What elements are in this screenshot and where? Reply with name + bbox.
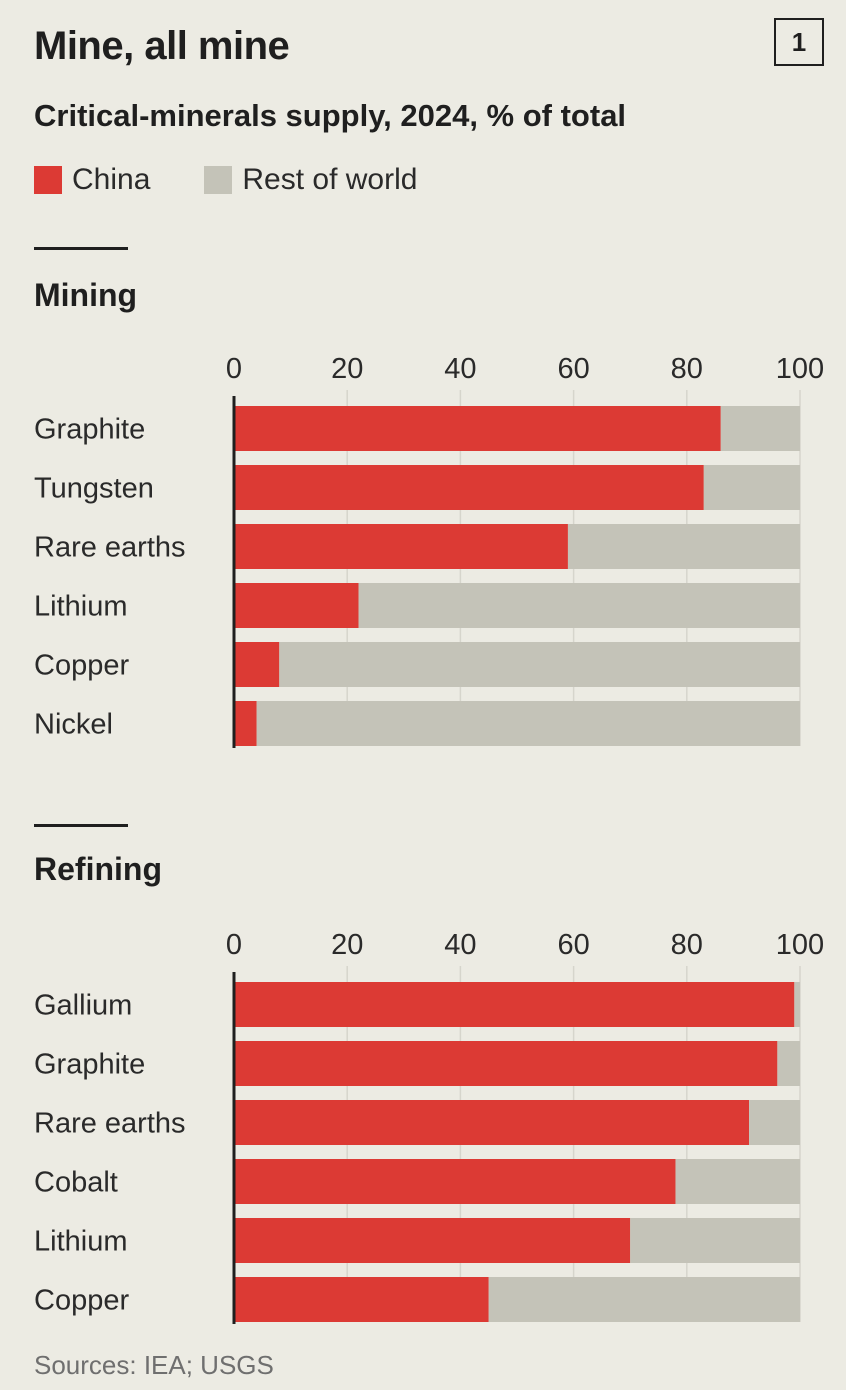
mining-bar-china-tungsten (234, 465, 704, 510)
refining-category-label: Cobalt (34, 1167, 118, 1199)
refining-category-label: Copper (34, 1285, 129, 1317)
mining-chart: 0 20 40 60 80 100 Graphite Tungsten Rare earths L… (34, 353, 824, 748)
refining-bar-china-cobalt (234, 1159, 676, 1204)
refining-x-tick-label: 80 (671, 929, 703, 961)
refining-bar-rest-of-world-lithium (630, 1218, 800, 1263)
refining-x-tick-label: 20 (331, 929, 363, 961)
refining-bar-china-copper (234, 1277, 489, 1322)
legend-swatch-china (34, 166, 62, 194)
refining-category-label: Rare earths (34, 1108, 186, 1140)
refining-bar-rest-of-world-graphite (777, 1041, 800, 1086)
refining-chart: 0 20 40 60 80 100 Gallium Graphite Rare earths Co… (34, 929, 824, 1324)
refining-x-tick-label: 60 (557, 929, 589, 961)
chart-subtitle: Critical-minerals supply, 2024, % of tot… (34, 98, 627, 133)
mining-x-tick-label: 20 (331, 353, 363, 385)
refining-category-label: Graphite (34, 1049, 145, 1081)
chart-title: Mine, all mine (34, 24, 290, 68)
refining-bar-rest-of-world-gallium (794, 982, 800, 1027)
mining-bar-china-lithium (234, 583, 359, 628)
section-title-mining: Mining (34, 277, 138, 313)
mining-category-label: Tungsten (34, 473, 154, 505)
mining-x-tick-label: 60 (557, 353, 589, 385)
refining-x-tick-label: 0 (226, 929, 242, 961)
mining-category-label: Graphite (34, 414, 145, 446)
refining-bar-china-lithium (234, 1218, 631, 1263)
mining-x-tick-label: 80 (671, 353, 703, 385)
legend-swatch-rest-of-world (204, 166, 233, 194)
refining-bar-rest-of-world-cobalt (675, 1159, 800, 1204)
section-divider-refining (34, 824, 128, 827)
legend-label-rest-of-world: Rest of world (242, 163, 418, 196)
mining-bar-china-graphite (234, 406, 721, 451)
mining-bar-rest-of-world-lithium (358, 583, 800, 628)
legend-item-china: China (34, 163, 150, 197)
refining-bar-rest-of-world-copper (488, 1277, 800, 1322)
mining-bar-rest-of-world-rare-earths (567, 524, 800, 569)
source-note: Sources: IEA; USGS (34, 1350, 274, 1380)
section-divider-mining (34, 247, 128, 250)
refining-category-label: Gallium (34, 990, 132, 1022)
refining-bar-china-rare-earths (234, 1100, 750, 1145)
refining-bar-china-graphite (234, 1041, 778, 1086)
mining-bar-rest-of-world-graphite (720, 406, 800, 451)
mining-bar-china-nickel (234, 701, 257, 746)
mining-bar-rest-of-world-nickel (256, 701, 800, 746)
mining-bar-rest-of-world-tungsten (703, 465, 800, 510)
refining-category-label: Lithium (34, 1226, 128, 1258)
mining-x-tick-label: 0 (226, 353, 242, 385)
mining-x-tick-label: 40 (444, 353, 476, 385)
mining-bar-rest-of-world-copper (279, 642, 800, 687)
refining-bar-china-gallium (234, 982, 795, 1027)
mining-bar-china-rare-earths (234, 524, 568, 569)
mining-bar-china-copper (234, 642, 280, 687)
mining-category-label: Nickel (34, 709, 113, 741)
mining-category-label: Rare earths (34, 532, 186, 564)
mining-category-label: Copper (34, 650, 129, 682)
refining-bar-rest-of-world-rare-earths (749, 1100, 800, 1145)
legend: China Rest of world (34, 163, 471, 197)
legend-item-rest-of-world: Rest of world (204, 163, 417, 197)
section-title-refining: Refining (34, 851, 162, 887)
mining-x-tick-label: 100 (776, 353, 824, 385)
refining-x-tick-label: 40 (444, 929, 476, 961)
legend-label-china: China (72, 163, 151, 196)
mining-category-label: Lithium (34, 591, 128, 623)
refining-x-tick-label: 100 (776, 929, 824, 961)
chart-number-badge: 1 (774, 18, 824, 66)
